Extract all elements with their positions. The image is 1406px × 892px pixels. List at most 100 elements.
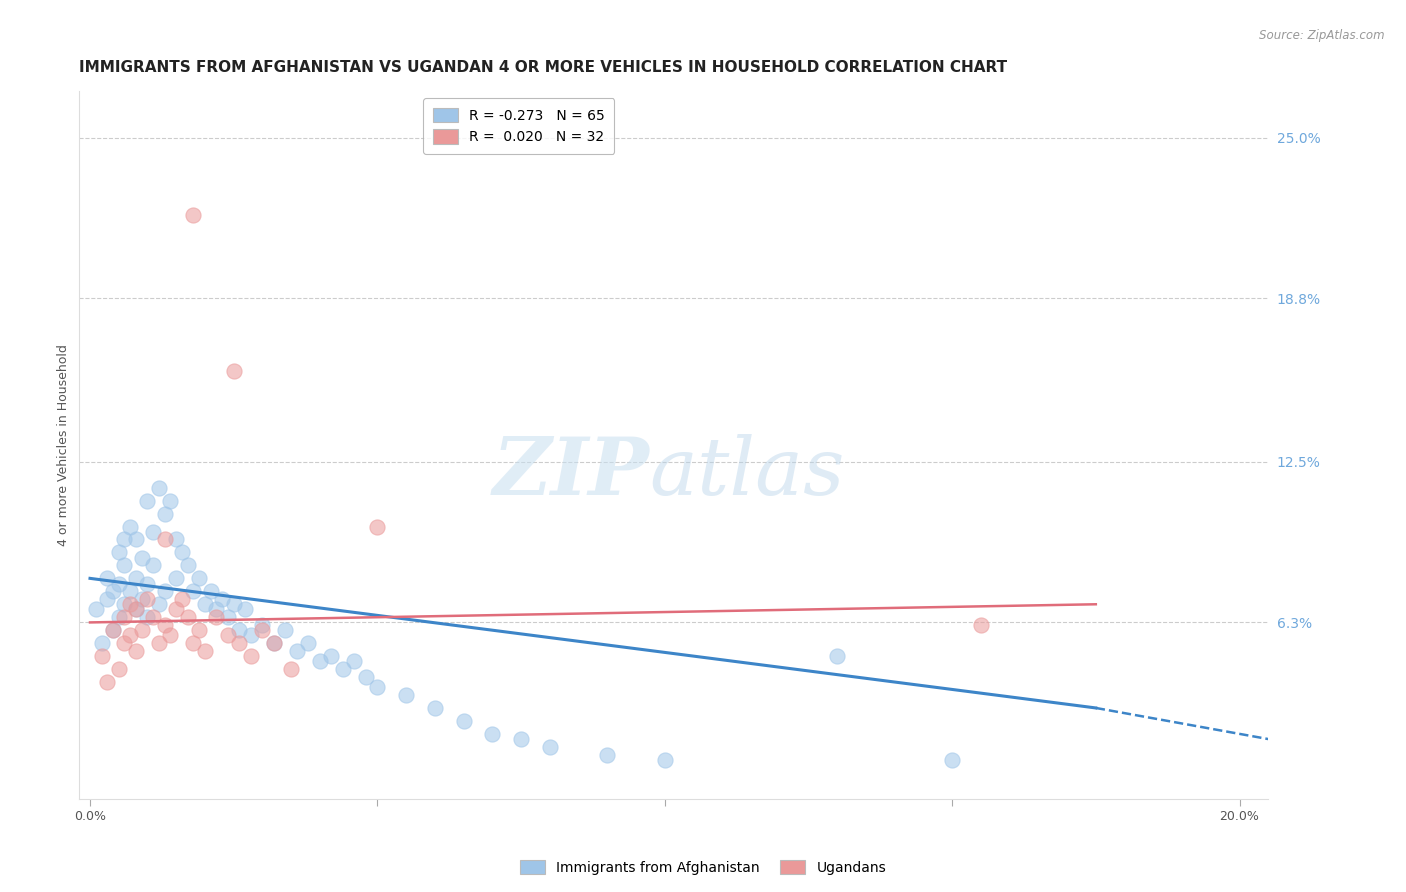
Point: [200, 584, 222, 599]
Point: [309, 654, 332, 668]
Point: [101, 584, 124, 599]
Point: [280, 662, 302, 676]
Point: [354, 670, 377, 684]
Point: [114, 533, 136, 547]
Point: [188, 623, 211, 637]
Point: [136, 493, 159, 508]
Point: [148, 636, 170, 650]
Text: ZIP: ZIP: [492, 434, 650, 512]
Point: [194, 597, 217, 611]
Point: [274, 623, 297, 637]
Point: [239, 649, 262, 664]
Point: [153, 533, 176, 547]
Point: [538, 739, 561, 754]
Point: [136, 576, 159, 591]
Point: [120, 628, 142, 642]
Point: [136, 610, 159, 624]
Point: [297, 636, 319, 650]
Point: [177, 558, 200, 573]
Point: [183, 209, 205, 223]
Point: [395, 688, 418, 702]
Legend: Immigrants from Afghanistan, Ugandans: Immigrants from Afghanistan, Ugandans: [515, 855, 891, 880]
Point: [165, 602, 187, 616]
Point: [96, 592, 118, 607]
Point: [159, 493, 181, 508]
Point: [510, 732, 533, 747]
Point: [120, 584, 142, 599]
Point: [153, 584, 176, 599]
Point: [252, 623, 274, 637]
Point: [90, 649, 112, 664]
Point: [131, 550, 153, 565]
Point: [321, 649, 343, 664]
Point: [183, 584, 205, 599]
Point: [970, 618, 993, 632]
Point: [233, 602, 256, 616]
Point: [239, 628, 262, 642]
Point: [142, 558, 165, 573]
Point: [136, 592, 159, 607]
Point: [177, 610, 200, 624]
Point: [125, 571, 148, 585]
Point: [131, 623, 153, 637]
Point: [222, 597, 245, 611]
Point: [120, 597, 142, 611]
Point: [165, 533, 187, 547]
Point: [125, 602, 148, 616]
Point: [114, 597, 136, 611]
Text: atlas: atlas: [650, 434, 845, 512]
Point: [263, 636, 285, 650]
Point: [941, 753, 963, 767]
Point: [159, 628, 181, 642]
Point: [211, 592, 233, 607]
Point: [194, 644, 217, 658]
Point: [101, 623, 124, 637]
Point: [153, 618, 176, 632]
Text: Source: ZipAtlas.com: Source: ZipAtlas.com: [1260, 29, 1385, 42]
Point: [481, 727, 503, 741]
Point: [263, 636, 285, 650]
Y-axis label: 4 or more Vehicles in Household: 4 or more Vehicles in Household: [58, 344, 70, 546]
Point: [366, 519, 388, 533]
Point: [205, 610, 228, 624]
Point: [228, 623, 250, 637]
Point: [96, 675, 118, 690]
Point: [222, 364, 245, 378]
Point: [228, 636, 250, 650]
Point: [366, 680, 388, 694]
Point: [343, 654, 366, 668]
Point: [101, 623, 124, 637]
Point: [114, 610, 136, 624]
Point: [114, 558, 136, 573]
Point: [107, 610, 129, 624]
Point: [453, 714, 475, 728]
Point: [142, 524, 165, 539]
Point: [120, 519, 142, 533]
Point: [90, 636, 112, 650]
Point: [114, 636, 136, 650]
Point: [125, 602, 148, 616]
Point: [217, 628, 239, 642]
Point: [148, 597, 170, 611]
Point: [825, 649, 848, 664]
Point: [252, 618, 274, 632]
Point: [170, 545, 193, 559]
Point: [96, 571, 118, 585]
Point: [107, 545, 129, 559]
Point: [205, 602, 228, 616]
Point: [131, 592, 153, 607]
Point: [153, 507, 176, 521]
Point: [596, 747, 619, 762]
Point: [332, 662, 354, 676]
Point: [654, 753, 676, 767]
Point: [148, 481, 170, 495]
Point: [84, 602, 107, 616]
Point: [165, 571, 187, 585]
Point: [183, 636, 205, 650]
Point: [107, 662, 129, 676]
Point: [125, 644, 148, 658]
Text: IMMIGRANTS FROM AFGHANISTAN VS UGANDAN 4 OR MORE VEHICLES IN HOUSEHOLD CORRELATI: IMMIGRANTS FROM AFGHANISTAN VS UGANDAN 4…: [79, 60, 1007, 75]
Point: [142, 610, 165, 624]
Point: [125, 533, 148, 547]
Point: [285, 644, 308, 658]
